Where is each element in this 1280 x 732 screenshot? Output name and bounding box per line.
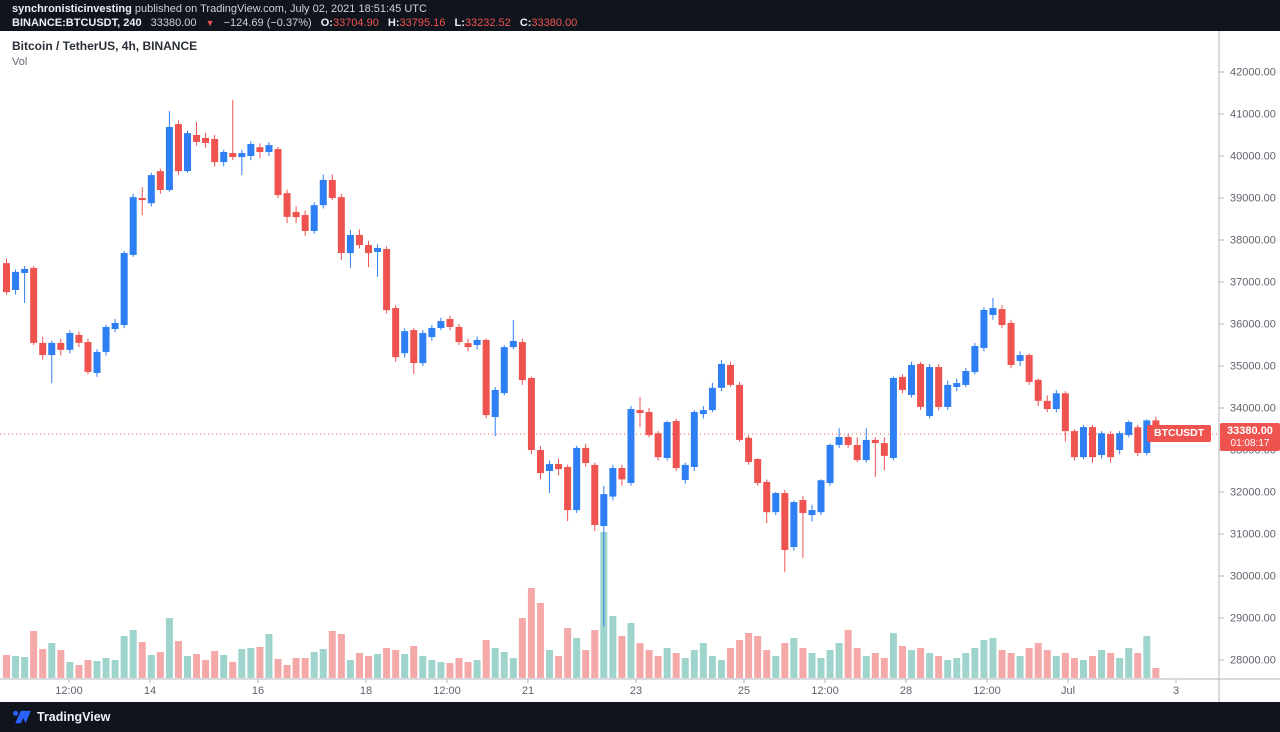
svg-text:30000.00: 30000.00 xyxy=(1230,571,1276,583)
close-label: C: xyxy=(519,17,532,29)
svg-text:23: 23 xyxy=(630,685,642,697)
chart-area[interactable]: 42000.00 41000.00 40000.00 39000.00 38000.00… xyxy=(0,31,1280,702)
svg-text:12:00: 12:00 xyxy=(55,685,83,697)
tradingview-brand[interactable]: TradingView xyxy=(12,709,110,724)
publish-text: published on TradingView.com, July 02, 2… xyxy=(131,3,427,15)
time-axis[interactable]: 12:00 14 16 18 12:00 21 23 25 12:00 28 12:00 Jul 3 xyxy=(0,678,1280,697)
last-price-badge: 33380.00 01:08:17 xyxy=(1220,423,1280,452)
svg-text:12:00: 12:00 xyxy=(433,685,461,697)
price-change: −124.69 (−0.37%) xyxy=(223,17,312,29)
candlestick-chart[interactable]: 42000.00 41000.00 40000.00 39000.00 38000.00… xyxy=(0,31,1280,702)
footer-bar: TradingView xyxy=(0,702,1280,732)
svg-text:12:00: 12:00 xyxy=(811,685,839,697)
svg-text:12:00: 12:00 xyxy=(973,685,1001,697)
svg-text:29000.00: 29000.00 xyxy=(1230,613,1276,625)
symbol-price-line-badge: BTCUSDT xyxy=(1147,425,1212,443)
svg-text:39000.00: 39000.00 xyxy=(1230,193,1276,205)
down-arrow-icon: ▼ xyxy=(205,18,215,28)
tradingview-logo-icon xyxy=(13,710,31,724)
high-value: 33795.16 xyxy=(399,17,446,29)
symbol-badge-text: BTCUSDT xyxy=(1154,427,1205,440)
svg-text:31000.00: 31000.00 xyxy=(1230,529,1276,541)
svg-text:21: 21 xyxy=(522,685,534,697)
svg-text:3: 3 xyxy=(1173,685,1179,697)
open-label: O: xyxy=(320,17,333,29)
svg-text:38000.00: 38000.00 xyxy=(1230,235,1276,247)
price-axis[interactable]: 42000.00 41000.00 40000.00 39000.00 38000.00… xyxy=(1218,31,1276,702)
svg-text:42000.00: 42000.00 xyxy=(1230,67,1276,79)
last-price: 33380.00 xyxy=(150,17,197,29)
svg-text:14: 14 xyxy=(144,685,156,697)
low-value: 33232.52 xyxy=(464,17,511,29)
svg-text:34000.00: 34000.00 xyxy=(1230,403,1276,415)
svg-text:28000.00: 28000.00 xyxy=(1230,655,1276,667)
svg-text:28: 28 xyxy=(900,685,912,697)
tradingview-brand-text: TradingView xyxy=(37,709,111,724)
high-label: H: xyxy=(387,17,400,29)
open-value: 33704.90 xyxy=(332,17,379,29)
symbol-ohlc-row: BINANCE:BTCUSDT, 240 33380.00 ▼ −124.69 … xyxy=(12,18,577,29)
username: synchronisticinvesting xyxy=(12,3,132,15)
publish-info: synchronisticinvesting published on Trad… xyxy=(12,4,427,15)
svg-text:18: 18 xyxy=(360,685,372,697)
svg-text:16: 16 xyxy=(252,685,264,697)
header-bar: synchronisticinvesting published on Trad… xyxy=(0,0,1280,31)
svg-text:25: 25 xyxy=(738,685,750,697)
svg-text:35000.00: 35000.00 xyxy=(1230,361,1276,373)
badge-price: 33380.00 xyxy=(1227,425,1273,438)
svg-text:41000.00: 41000.00 xyxy=(1230,109,1276,121)
symbol-interval: BINANCE:BTCUSDT, 240 xyxy=(12,17,142,29)
svg-text:37000.00: 37000.00 xyxy=(1230,277,1276,289)
bar-close-countdown: 01:08:17 xyxy=(1230,438,1270,450)
svg-text:32000.00: 32000.00 xyxy=(1230,487,1276,499)
svg-text:36000.00: 36000.00 xyxy=(1230,319,1276,331)
low-label: L: xyxy=(454,17,465,29)
close-value: 33380.00 xyxy=(531,17,578,29)
svg-text:Jul: Jul xyxy=(1061,685,1075,697)
svg-text:40000.00: 40000.00 xyxy=(1230,151,1276,163)
